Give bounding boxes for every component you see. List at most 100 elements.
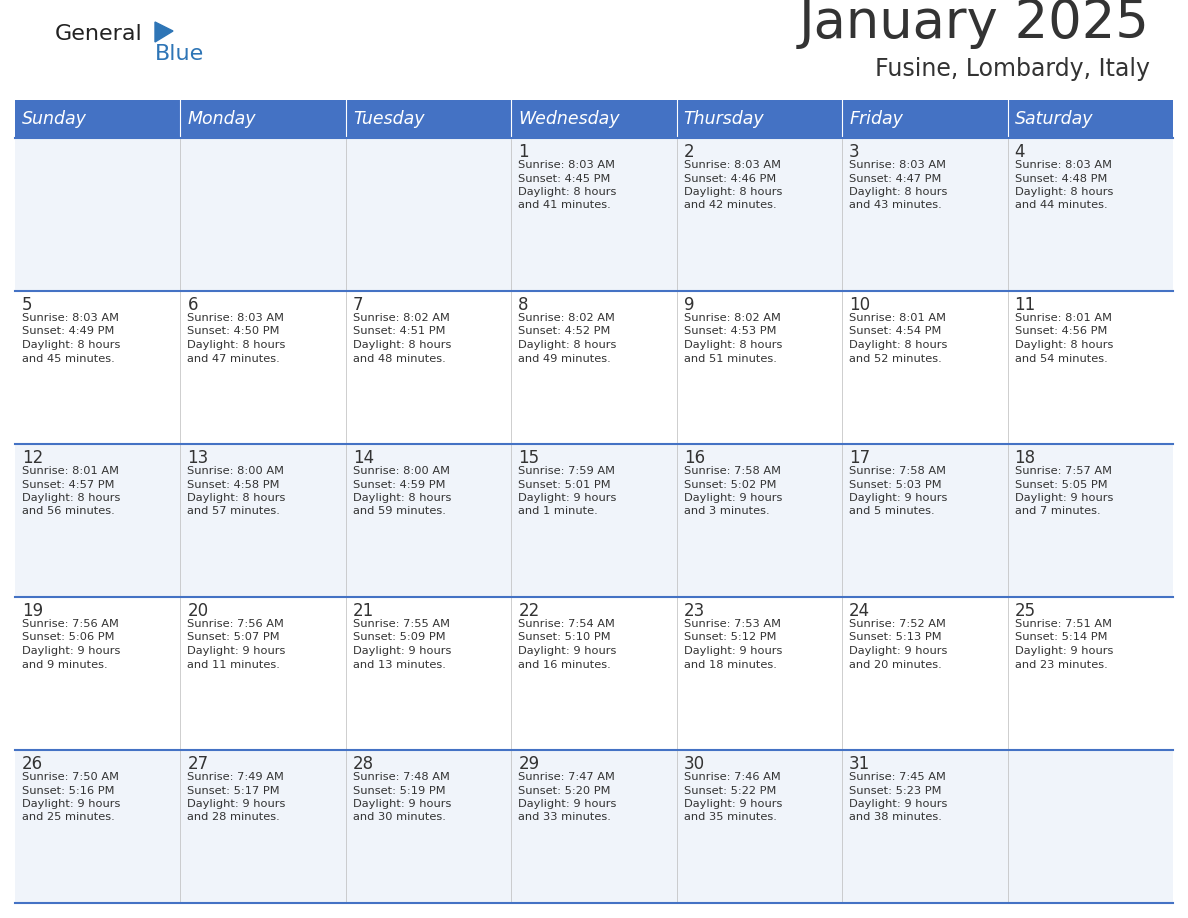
Text: Sunset: 4:48 PM: Sunset: 4:48 PM — [1015, 174, 1107, 184]
Text: Sunset: 4:47 PM: Sunset: 4:47 PM — [849, 174, 942, 184]
Text: 4: 4 — [1015, 143, 1025, 161]
Text: Daylight: 9 hours: Daylight: 9 hours — [23, 646, 120, 656]
Text: Daylight: 8 hours: Daylight: 8 hours — [23, 340, 120, 350]
Text: 5: 5 — [23, 296, 32, 314]
Text: Sunrise: 8:03 AM: Sunrise: 8:03 AM — [518, 160, 615, 170]
Text: Sunrise: 8:02 AM: Sunrise: 8:02 AM — [684, 313, 781, 323]
Text: and 33 minutes.: and 33 minutes. — [518, 812, 611, 823]
Text: Daylight: 8 hours: Daylight: 8 hours — [353, 340, 451, 350]
Text: General: General — [55, 24, 143, 44]
Text: Sunrise: 7:46 AM: Sunrise: 7:46 AM — [684, 772, 781, 782]
Text: and 44 minutes.: and 44 minutes. — [1015, 200, 1107, 210]
Text: Sunset: 5:09 PM: Sunset: 5:09 PM — [353, 633, 446, 643]
Text: 1: 1 — [518, 143, 529, 161]
Text: 6: 6 — [188, 296, 198, 314]
Text: Sunrise: 7:57 AM: Sunrise: 7:57 AM — [1015, 466, 1112, 476]
Text: Daylight: 8 hours: Daylight: 8 hours — [23, 493, 120, 503]
Text: Sunset: 4:52 PM: Sunset: 4:52 PM — [518, 327, 611, 337]
Text: and 18 minutes.: and 18 minutes. — [684, 659, 777, 669]
Text: Sunset: 5:13 PM: Sunset: 5:13 PM — [849, 633, 942, 643]
Text: Daylight: 9 hours: Daylight: 9 hours — [188, 799, 286, 809]
Text: Daylight: 9 hours: Daylight: 9 hours — [518, 646, 617, 656]
Text: Daylight: 8 hours: Daylight: 8 hours — [518, 187, 617, 197]
Text: 21: 21 — [353, 602, 374, 620]
Text: and 52 minutes.: and 52 minutes. — [849, 353, 942, 364]
Text: and 20 minutes.: and 20 minutes. — [849, 659, 942, 669]
Text: 31: 31 — [849, 755, 871, 773]
Text: and 28 minutes.: and 28 minutes. — [188, 812, 280, 823]
Text: Sunset: 5:19 PM: Sunset: 5:19 PM — [353, 786, 446, 796]
Text: 24: 24 — [849, 602, 871, 620]
Text: 19: 19 — [23, 602, 43, 620]
Text: and 41 minutes.: and 41 minutes. — [518, 200, 611, 210]
Text: Sunset: 4:51 PM: Sunset: 4:51 PM — [353, 327, 446, 337]
Text: 22: 22 — [518, 602, 539, 620]
Text: Sunrise: 8:01 AM: Sunrise: 8:01 AM — [849, 313, 946, 323]
Text: 13: 13 — [188, 449, 209, 467]
Text: and 35 minutes.: and 35 minutes. — [684, 812, 777, 823]
Text: Sunrise: 8:01 AM: Sunrise: 8:01 AM — [1015, 313, 1112, 323]
Text: 27: 27 — [188, 755, 209, 773]
Text: and 48 minutes.: and 48 minutes. — [353, 353, 446, 364]
Text: 26: 26 — [23, 755, 43, 773]
Text: 11: 11 — [1015, 296, 1036, 314]
Text: Sunrise: 8:03 AM: Sunrise: 8:03 AM — [188, 313, 284, 323]
Text: Daylight: 8 hours: Daylight: 8 hours — [518, 340, 617, 350]
Text: 7: 7 — [353, 296, 364, 314]
Text: and 45 minutes.: and 45 minutes. — [23, 353, 115, 364]
Text: and 54 minutes.: and 54 minutes. — [1015, 353, 1107, 364]
Text: Sunset: 4:59 PM: Sunset: 4:59 PM — [353, 479, 446, 489]
Text: Daylight: 9 hours: Daylight: 9 hours — [1015, 493, 1113, 503]
Text: Daylight: 9 hours: Daylight: 9 hours — [684, 493, 782, 503]
Text: January 2025: January 2025 — [800, 0, 1150, 49]
Text: Sunset: 5:03 PM: Sunset: 5:03 PM — [849, 479, 942, 489]
Text: Daylight: 9 hours: Daylight: 9 hours — [684, 799, 782, 809]
Text: Sunset: 4:53 PM: Sunset: 4:53 PM — [684, 327, 776, 337]
Text: Daylight: 9 hours: Daylight: 9 hours — [849, 799, 948, 809]
Text: Sunset: 4:58 PM: Sunset: 4:58 PM — [188, 479, 280, 489]
Text: Daylight: 9 hours: Daylight: 9 hours — [188, 646, 286, 656]
Text: and 9 minutes.: and 9 minutes. — [23, 659, 108, 669]
Text: Sunrise: 7:48 AM: Sunrise: 7:48 AM — [353, 772, 450, 782]
Bar — [1007, 100, 1173, 138]
Text: Sunrise: 7:45 AM: Sunrise: 7:45 AM — [849, 772, 946, 782]
Bar — [511, 100, 677, 138]
Text: Sunrise: 7:55 AM: Sunrise: 7:55 AM — [353, 619, 450, 629]
Text: Sunset: 5:06 PM: Sunset: 5:06 PM — [23, 633, 114, 643]
Text: 16: 16 — [684, 449, 704, 467]
Text: Sunrise: 7:50 AM: Sunrise: 7:50 AM — [23, 772, 119, 782]
Text: 29: 29 — [518, 755, 539, 773]
Text: Daylight: 8 hours: Daylight: 8 hours — [1015, 187, 1113, 197]
Text: Sunset: 5:17 PM: Sunset: 5:17 PM — [188, 786, 280, 796]
Text: Sunrise: 7:58 AM: Sunrise: 7:58 AM — [849, 466, 946, 476]
Text: and 11 minutes.: and 11 minutes. — [188, 659, 280, 669]
Text: 28: 28 — [353, 755, 374, 773]
Text: and 1 minute.: and 1 minute. — [518, 507, 598, 517]
Text: and 47 minutes.: and 47 minutes. — [188, 353, 280, 364]
Text: Daylight: 9 hours: Daylight: 9 hours — [684, 646, 782, 656]
Text: Sunrise: 7:53 AM: Sunrise: 7:53 AM — [684, 619, 781, 629]
Text: 12: 12 — [23, 449, 43, 467]
Text: Saturday: Saturday — [1015, 110, 1093, 128]
Text: Sunrise: 8:02 AM: Sunrise: 8:02 AM — [518, 313, 615, 323]
Text: and 13 minutes.: and 13 minutes. — [353, 659, 446, 669]
Text: Sunrise: 8:03 AM: Sunrise: 8:03 AM — [23, 313, 119, 323]
Text: and 42 minutes.: and 42 minutes. — [684, 200, 776, 210]
Text: Sunset: 5:07 PM: Sunset: 5:07 PM — [188, 633, 280, 643]
Text: and 30 minutes.: and 30 minutes. — [353, 812, 446, 823]
Text: Sunrise: 8:03 AM: Sunrise: 8:03 AM — [849, 160, 946, 170]
Bar — [15, 291, 1173, 444]
Bar — [15, 750, 1173, 903]
Text: Sunday: Sunday — [23, 110, 87, 128]
Text: and 7 minutes.: and 7 minutes. — [1015, 507, 1100, 517]
Text: Monday: Monday — [188, 110, 255, 128]
Text: Daylight: 8 hours: Daylight: 8 hours — [684, 187, 782, 197]
Bar — [346, 100, 511, 138]
Text: Daylight: 8 hours: Daylight: 8 hours — [684, 340, 782, 350]
Text: Sunset: 5:23 PM: Sunset: 5:23 PM — [849, 786, 942, 796]
Text: Sunrise: 8:03 AM: Sunrise: 8:03 AM — [684, 160, 781, 170]
Text: Daylight: 9 hours: Daylight: 9 hours — [353, 799, 451, 809]
Bar — [15, 444, 1173, 597]
Text: Sunset: 4:50 PM: Sunset: 4:50 PM — [188, 327, 280, 337]
Text: 18: 18 — [1015, 449, 1036, 467]
